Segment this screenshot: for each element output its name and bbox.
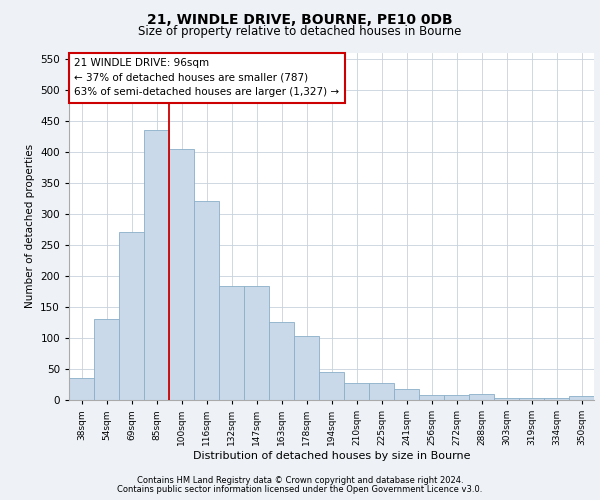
Bar xyxy=(519,398,544,400)
Text: 21, WINDLE DRIVE, BOURNE, PE10 0DB: 21, WINDLE DRIVE, BOURNE, PE10 0DB xyxy=(147,12,453,26)
Bar xyxy=(194,202,219,400)
Bar xyxy=(469,394,494,400)
Bar xyxy=(144,130,169,400)
Bar xyxy=(169,148,194,400)
Bar xyxy=(419,395,444,400)
Bar xyxy=(569,396,594,400)
Text: Size of property relative to detached houses in Bourne: Size of property relative to detached ho… xyxy=(139,25,461,38)
Bar xyxy=(369,382,394,400)
Bar xyxy=(394,390,419,400)
Bar xyxy=(294,336,319,400)
Text: 21 WINDLE DRIVE: 96sqm
← 37% of detached houses are smaller (787)
63% of semi-de: 21 WINDLE DRIVE: 96sqm ← 37% of detached… xyxy=(74,58,340,98)
X-axis label: Distribution of detached houses by size in Bourne: Distribution of detached houses by size … xyxy=(193,451,470,461)
Bar xyxy=(544,398,569,400)
Bar xyxy=(244,286,269,400)
Y-axis label: Number of detached properties: Number of detached properties xyxy=(25,144,35,308)
Bar xyxy=(269,322,294,400)
Bar xyxy=(69,378,94,400)
Text: Contains HM Land Registry data © Crown copyright and database right 2024.: Contains HM Land Registry data © Crown c… xyxy=(137,476,463,485)
Bar xyxy=(94,320,119,400)
Bar xyxy=(319,372,344,400)
Text: Contains public sector information licensed under the Open Government Licence v3: Contains public sector information licen… xyxy=(118,484,482,494)
Bar xyxy=(344,382,369,400)
Bar xyxy=(219,286,244,400)
Bar xyxy=(444,395,469,400)
Bar xyxy=(119,232,144,400)
Bar xyxy=(494,398,519,400)
